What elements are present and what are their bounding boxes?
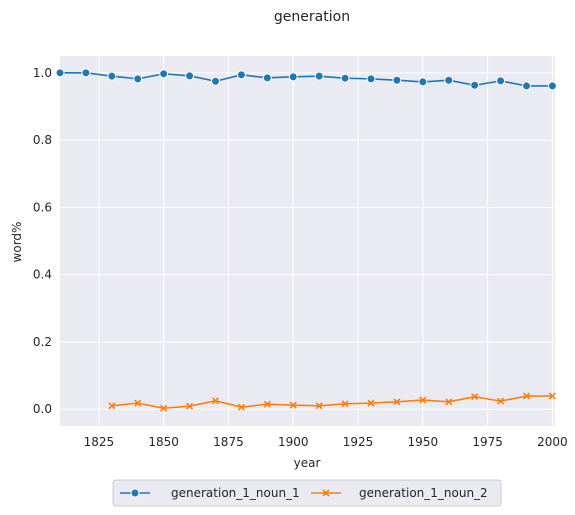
data-point <box>108 402 116 410</box>
data-point <box>159 69 169 79</box>
data-point <box>548 392 556 400</box>
data-point <box>497 397 505 405</box>
y-axis-label: word% <box>10 222 24 263</box>
marker-stroke <box>497 397 505 405</box>
marker-stroke <box>211 397 220 405</box>
data-point <box>236 70 246 80</box>
data-point <box>81 68 91 78</box>
data-point <box>237 403 245 411</box>
data-point <box>496 76 506 86</box>
y-tick-label: 0.8 <box>33 133 52 147</box>
data-point <box>367 399 375 407</box>
x-axis-ticks: 1825 1850 1875 1900 1925 1950 1975 2000 <box>84 435 568 449</box>
x-tick-label: 1975 <box>472 435 503 449</box>
data-point <box>419 396 427 404</box>
marker-stroke <box>315 402 323 410</box>
data-point <box>340 73 350 83</box>
legend-marker <box>322 489 330 497</box>
y-tick-label: 0.0 <box>33 402 52 416</box>
data-point <box>185 71 195 81</box>
legend-box <box>112 479 502 507</box>
marker-stroke <box>289 401 297 409</box>
data-point <box>262 73 272 83</box>
data-point <box>393 398 401 406</box>
data-point <box>134 399 142 407</box>
data-point <box>521 81 531 91</box>
marker-stroke <box>341 400 349 408</box>
y-tick-label: 0.2 <box>33 335 52 349</box>
marker-stroke <box>367 399 375 407</box>
legend-marker <box>130 488 140 498</box>
data-point <box>366 74 376 84</box>
x-axis-label: year <box>294 456 321 470</box>
data-point <box>186 402 194 410</box>
data-point <box>471 393 479 401</box>
data-point <box>445 398 453 406</box>
data-point <box>210 76 220 86</box>
x-tick-label: 1850 <box>148 435 179 449</box>
data-point <box>418 77 428 87</box>
data-point <box>107 71 117 81</box>
marker-stroke <box>108 402 116 410</box>
data-point <box>211 397 220 405</box>
legend-label: generation_1_noun_2 <box>359 486 488 500</box>
data-point <box>392 75 402 85</box>
marker-stroke <box>471 393 479 401</box>
x-tick-label: 2000 <box>537 435 568 449</box>
legend-entry: generation_1_noun_2 <box>311 486 488 500</box>
x-tick-label: 1925 <box>343 435 374 449</box>
data-point <box>470 80 480 90</box>
data-point <box>547 81 557 91</box>
plot-area <box>60 56 555 426</box>
x-tick-label: 1900 <box>278 435 309 449</box>
data-point <box>289 401 297 409</box>
legend: generation_1_noun_1 generation_1_noun_2 <box>112 479 502 507</box>
y-axis-ticks: 0.0 0.2 0.4 0.6 0.8 1.0 <box>33 66 52 416</box>
marker-stroke <box>548 392 556 400</box>
legend-label: generation_1_noun_1 <box>171 486 300 500</box>
x-tick-label: 1875 <box>213 435 244 449</box>
chart-title: generation <box>274 9 350 25</box>
y-tick-label: 0.4 <box>33 268 52 282</box>
data-point <box>133 74 143 84</box>
data-point <box>160 404 168 412</box>
marker-stroke <box>322 489 330 497</box>
series-layer <box>55 68 557 412</box>
y-tick-label: 0.6 <box>33 200 52 214</box>
y-tick-label: 1.0 <box>33 66 52 80</box>
marker-stroke <box>445 398 453 406</box>
marker-stroke <box>160 404 168 412</box>
data-point <box>263 400 271 408</box>
legend-entry: generation_1_noun_1 <box>120 486 300 500</box>
data-point <box>55 68 65 78</box>
data-point <box>314 71 324 81</box>
x-tick-label: 1825 <box>84 435 115 449</box>
marker-stroke <box>134 399 142 407</box>
marker-stroke <box>237 403 245 411</box>
data-point <box>522 392 531 400</box>
data-point <box>315 402 323 410</box>
data-point <box>444 75 454 85</box>
data-point <box>288 72 298 82</box>
marker-stroke <box>393 398 401 406</box>
series-line <box>111 395 553 409</box>
data-point <box>341 400 349 408</box>
x-tick-label: 1950 <box>408 435 439 449</box>
series-generation_1_noun_1 <box>55 68 557 91</box>
marker-stroke <box>522 392 531 400</box>
marker-stroke <box>263 400 271 408</box>
grid <box>60 56 555 426</box>
marker-stroke <box>419 396 427 404</box>
marker-stroke <box>186 402 194 410</box>
series-generation_1_noun_2 <box>108 392 556 412</box>
